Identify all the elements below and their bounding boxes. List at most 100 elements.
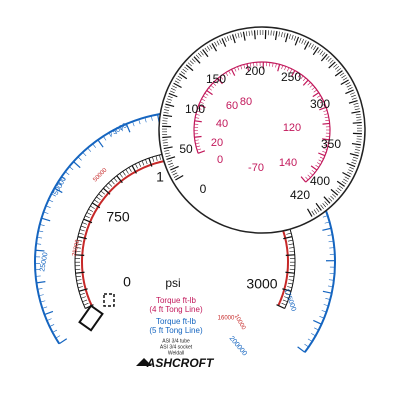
tick <box>35 250 44 251</box>
tick <box>74 162 81 168</box>
psi-label: 0 <box>123 274 131 290</box>
tick <box>286 255 295 256</box>
tick <box>288 240 293 241</box>
legend-red-sub: (4 ft Tong Line) <box>149 305 203 314</box>
tick <box>319 316 324 318</box>
tick <box>289 276 294 277</box>
tick <box>56 336 60 339</box>
tick <box>44 311 52 314</box>
tick <box>42 218 51 221</box>
tick <box>152 157 153 162</box>
tick <box>322 228 331 230</box>
tick <box>353 123 362 124</box>
pointer-box <box>80 306 103 330</box>
psi-label: 3000 <box>246 276 277 292</box>
tick <box>129 167 132 171</box>
tick <box>308 339 312 342</box>
tick <box>65 172 69 175</box>
tick <box>94 200 98 203</box>
tick <box>79 233 84 234</box>
tick <box>85 216 90 218</box>
tick <box>323 291 332 293</box>
tick <box>194 136 201 137</box>
inner-label: 20 <box>211 137 223 149</box>
outer-label: 300 <box>310 97 330 111</box>
tick <box>288 283 293 284</box>
tick <box>120 173 123 177</box>
tick <box>81 226 86 228</box>
outer-label: 150 <box>206 72 226 86</box>
tick <box>289 280 294 281</box>
tick <box>106 186 110 189</box>
outer-label: 250 <box>281 70 301 84</box>
tick <box>50 324 55 326</box>
tick <box>77 280 82 281</box>
tick <box>114 178 117 182</box>
outer-label: 100 <box>185 102 205 116</box>
psi-label: 750 <box>106 209 130 225</box>
tick <box>47 319 52 321</box>
psi-label: 1 <box>156 169 164 185</box>
outer-label: 200 <box>245 64 265 78</box>
tick <box>46 206 51 208</box>
tick <box>49 200 54 202</box>
inner-label: -70 <box>248 162 264 174</box>
outer-label: 50 <box>179 142 193 156</box>
red-label: 16000 <box>218 316 235 322</box>
tick <box>156 156 157 161</box>
tick <box>80 293 85 294</box>
tick <box>77 283 82 284</box>
tick <box>314 328 318 330</box>
tick <box>82 300 87 302</box>
tick <box>311 333 315 335</box>
tick <box>101 191 105 194</box>
tick <box>286 233 291 234</box>
tick <box>87 212 91 214</box>
red-label: 10000 <box>233 314 247 332</box>
tick <box>282 303 287 305</box>
tick <box>162 137 171 138</box>
outer-label: 350 <box>321 137 341 151</box>
small-dial <box>159 27 365 233</box>
tick <box>88 209 92 211</box>
tick <box>142 161 144 166</box>
inner-label: 80 <box>240 96 252 108</box>
tick <box>277 305 285 309</box>
tick <box>111 180 114 184</box>
tick <box>83 152 86 156</box>
tick <box>289 247 294 248</box>
inner-label: 0 <box>217 154 223 166</box>
tick <box>126 169 129 173</box>
tick <box>59 339 67 344</box>
tick <box>93 144 96 148</box>
pointer-box <box>104 294 114 306</box>
blue-label: 200000 <box>228 335 248 357</box>
tick <box>81 297 86 299</box>
inner-label: 120 <box>283 122 301 134</box>
tick <box>323 123 330 124</box>
legend-red-title: Torque ft-lb <box>156 296 197 305</box>
tick <box>123 171 126 175</box>
tick <box>78 287 83 288</box>
outer-label: 0 <box>200 182 207 196</box>
blue-label: 75000 <box>108 122 128 138</box>
tick <box>88 148 91 152</box>
tick <box>298 347 305 352</box>
inner-label: 40 <box>216 118 228 130</box>
outer-label: 400 <box>310 174 330 188</box>
tick <box>99 194 103 197</box>
brand: ASHCROFT <box>146 356 215 370</box>
tick <box>255 30 256 39</box>
tick <box>139 162 141 167</box>
outer-label: 420 <box>290 188 310 202</box>
tick <box>98 140 103 147</box>
tick <box>36 282 45 283</box>
red-label: 50000 <box>92 167 109 184</box>
legend-blue-title: Torque ft-lb <box>156 317 197 326</box>
inner-label: 140 <box>279 157 297 169</box>
tick <box>80 230 85 231</box>
tick <box>69 167 73 170</box>
tick <box>76 276 81 277</box>
tick <box>53 330 57 332</box>
